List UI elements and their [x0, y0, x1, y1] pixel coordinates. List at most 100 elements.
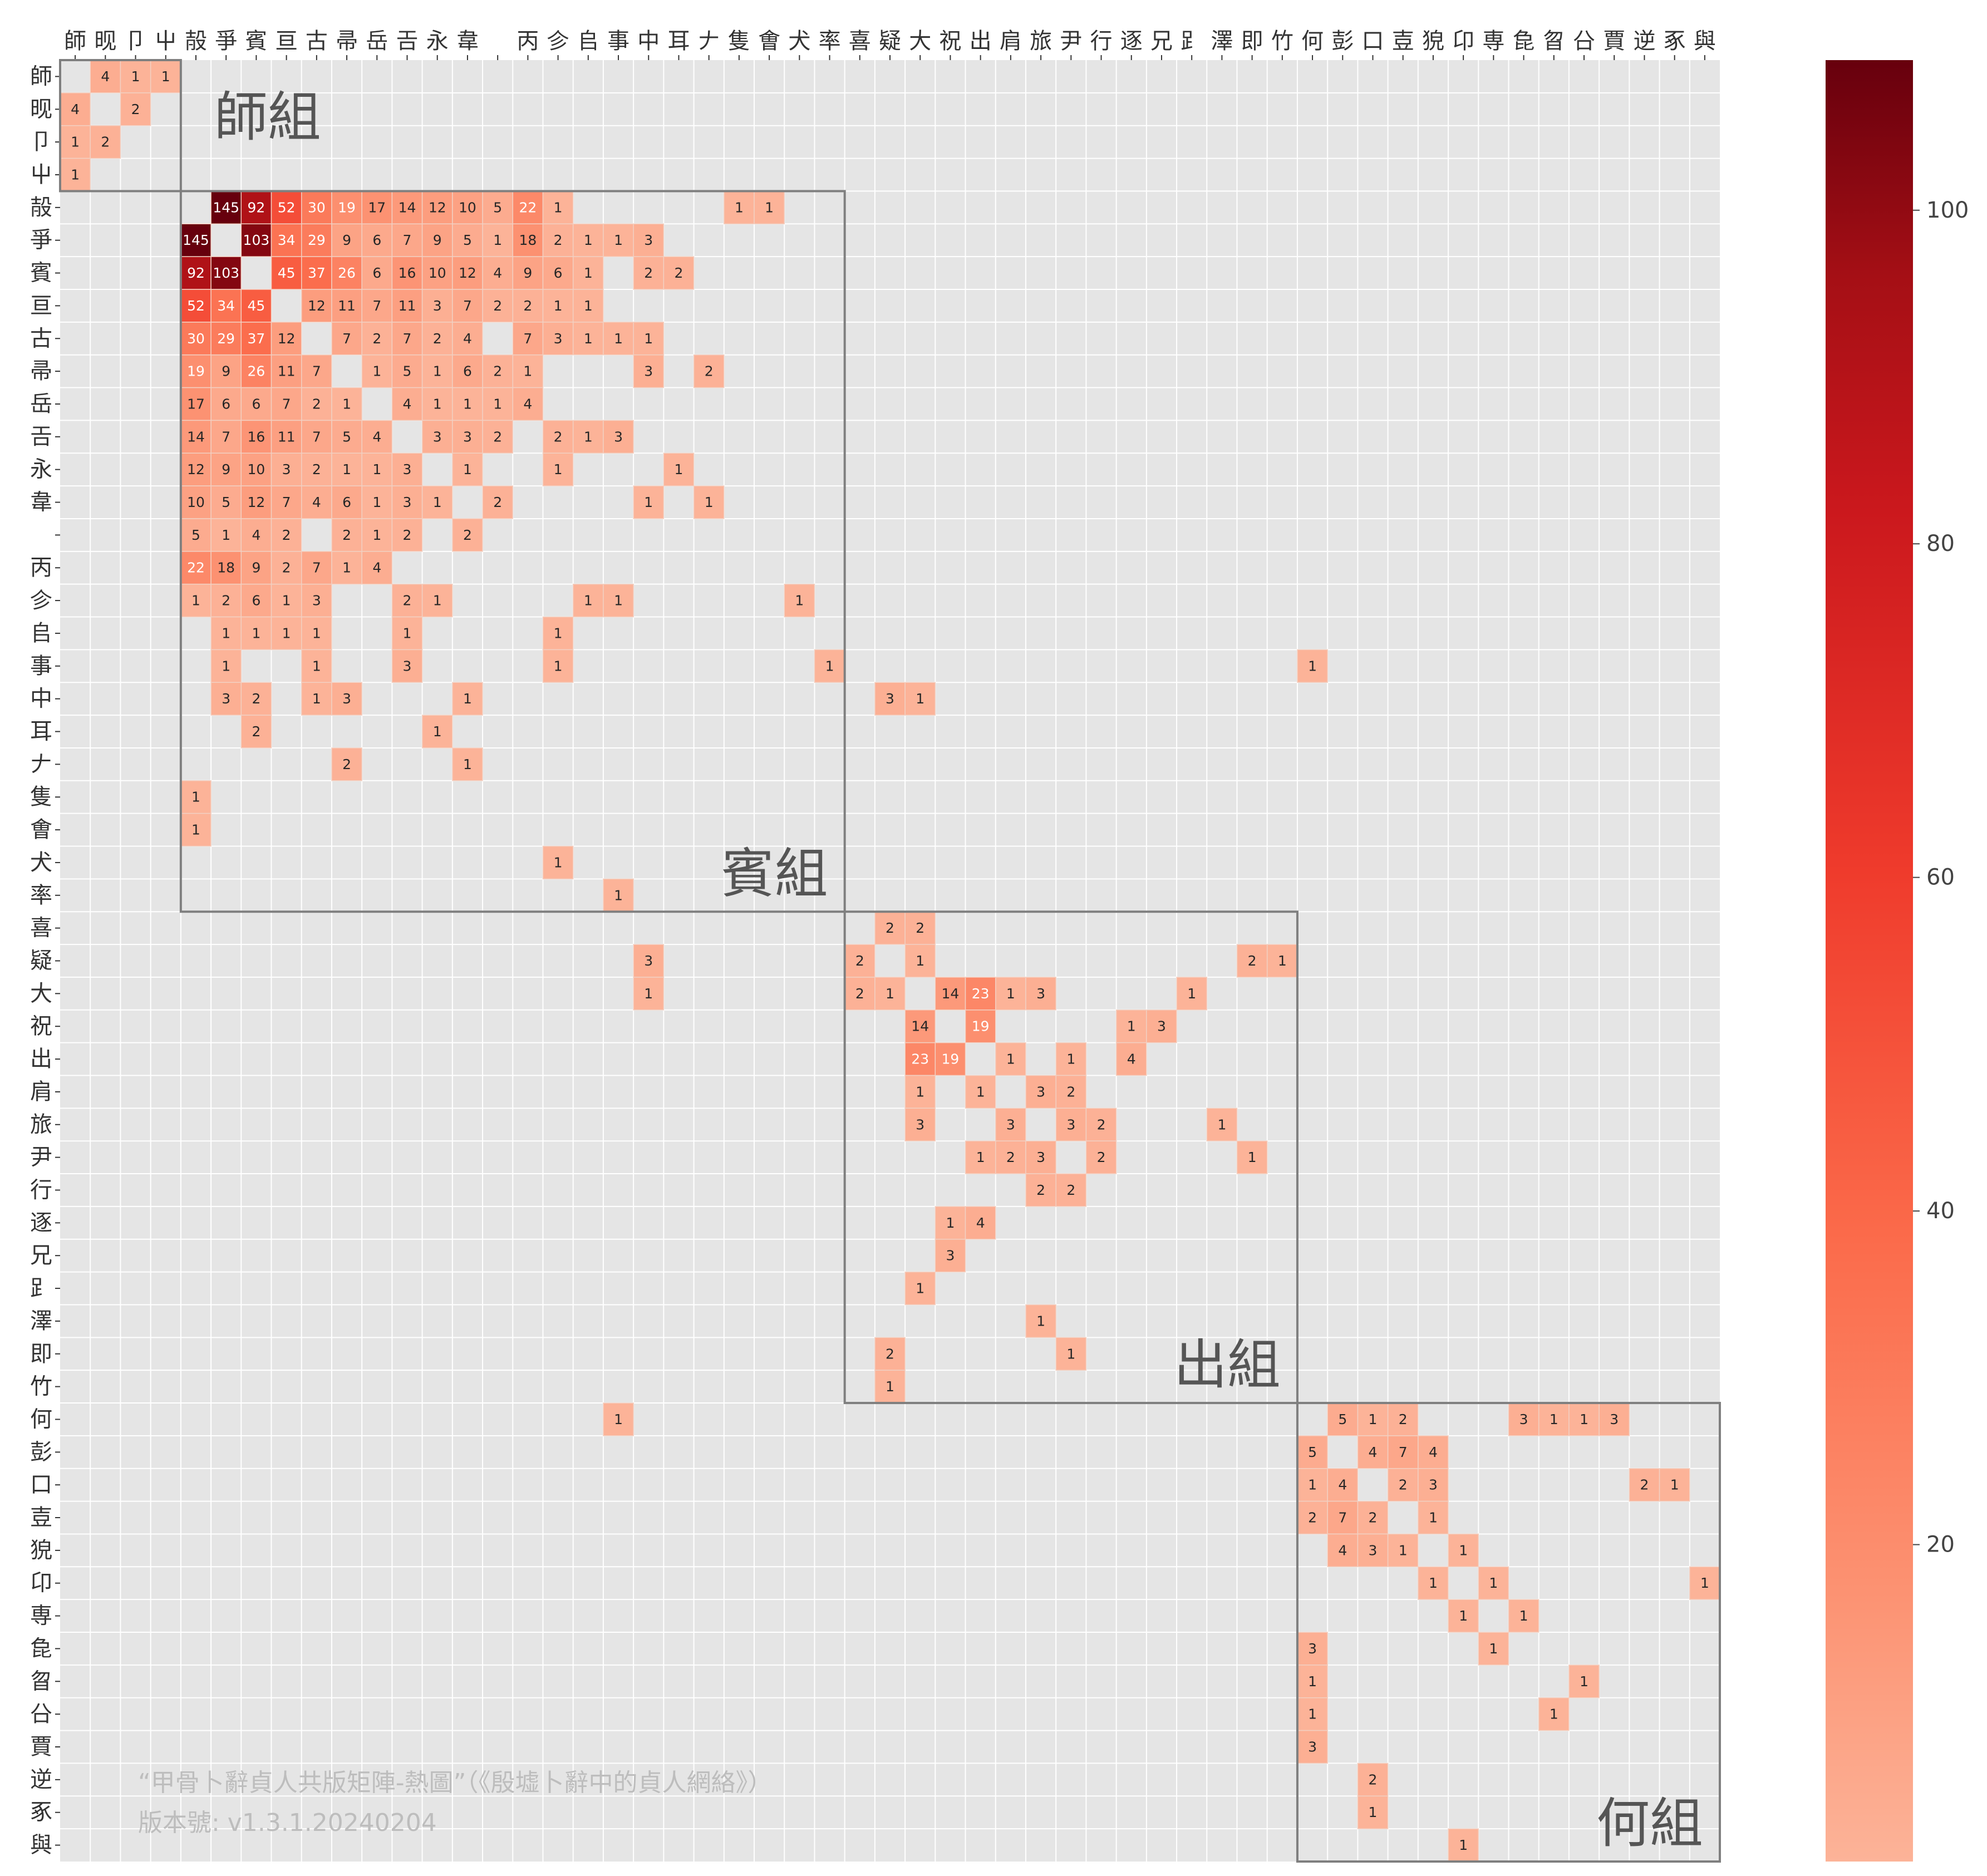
cell-value-label: 26	[248, 363, 265, 380]
group-label: 何組	[1596, 1793, 1703, 1855]
cell-value-label: 1	[1670, 1477, 1679, 1493]
cell-value-label: 37	[308, 265, 326, 281]
cell-value-label: 4	[1127, 1051, 1136, 1067]
cell-value-label: 1	[372, 527, 381, 543]
cell-value-label: 4	[1369, 1444, 1378, 1460]
column-label: 永	[426, 28, 449, 54]
cell-value-label: 6	[463, 363, 472, 380]
cell-value-label: 2	[372, 331, 381, 347]
row-label: 帚	[30, 358, 52, 384]
row-label: 祝	[30, 1013, 52, 1039]
row-label: 賈	[30, 1734, 52, 1760]
row-label: 澤	[30, 1308, 52, 1334]
cell-value-label: 6	[372, 265, 381, 281]
cell-value-label: 5	[342, 429, 351, 445]
cell-value-label: 2	[252, 723, 260, 740]
cell-value-label: 3	[946, 1248, 955, 1264]
cell-value-label: 1	[614, 593, 623, 609]
cell-value-label: 1	[433, 494, 442, 510]
cell-value-label: 10	[187, 494, 205, 510]
column-label: 賈	[1603, 28, 1625, 54]
cell-value-label: 26	[338, 265, 356, 281]
cell-value-label: 3	[614, 429, 623, 445]
cell-value-label: 2	[644, 265, 653, 281]
row-label: 𬀪	[30, 96, 52, 122]
cell-value-label: 1	[1036, 1313, 1045, 1329]
column-label: 尹	[1060, 28, 1082, 54]
cell-value-label: 19	[187, 363, 205, 380]
cell-value-label: 6	[372, 232, 381, 248]
column-label: 彭	[1331, 28, 1354, 54]
cell-value-label: 10	[248, 461, 265, 477]
column-label: 卩	[125, 28, 147, 54]
row-label: 何	[30, 1406, 52, 1432]
cell-value-label: 7	[222, 429, 230, 445]
row-label: 肩	[30, 1079, 52, 1105]
row-label: 彭	[30, 1439, 52, 1465]
row-label: 師	[30, 63, 52, 89]
row-label: 㲋	[30, 1636, 52, 1661]
cell-value-label: 2	[1640, 1477, 1649, 1493]
cell-value-label: 3	[1066, 1116, 1075, 1133]
cell-value-label: 2	[312, 461, 321, 477]
cell-value-label: 12	[459, 265, 476, 281]
column-label: 卬	[1452, 28, 1474, 54]
cell-value-label: 1	[584, 265, 593, 281]
cell-value-label: 16	[248, 429, 265, 445]
cell-value-label: 2	[1369, 1510, 1378, 1526]
cell-value-label: 1	[463, 461, 472, 477]
cell-value-label: 4	[463, 331, 472, 347]
column-label: 亘	[276, 28, 298, 54]
group-label: 出組	[1174, 1334, 1281, 1396]
cell-value-label: 1	[614, 1411, 623, 1427]
group-label: 師組	[214, 86, 321, 148]
cell-value-label: 14	[187, 429, 205, 445]
cell-value-label: 5	[463, 232, 472, 248]
cell-value-label: 1	[222, 658, 230, 674]
cell-value-label: 4	[252, 527, 260, 543]
cell-value-label: 1	[976, 1149, 985, 1165]
cell-value-label: 3	[886, 691, 894, 707]
column-label: 肩	[1000, 28, 1022, 54]
cell-value-label: 2	[403, 527, 412, 543]
cell-value-label: 22	[519, 199, 537, 215]
column-label: 即	[1241, 28, 1263, 54]
cell-value-label: 1	[161, 68, 170, 85]
cell-value-label: 1	[1127, 1018, 1136, 1035]
cell-value-label: 10	[429, 265, 446, 281]
column-label: 㱿	[185, 28, 207, 54]
column-label: 師	[64, 28, 86, 54]
cell-value-label: 1	[584, 429, 593, 445]
cell-value-label: 3	[312, 593, 321, 609]
cell-value-label: 3	[342, 691, 351, 707]
cell-value-label: 3	[644, 953, 653, 969]
cell-value-label: 10	[459, 199, 476, 215]
column-label: 𠂇	[698, 28, 720, 54]
cell-value-label: 2	[493, 298, 502, 314]
cell-value-label: 2	[101, 134, 110, 150]
cell-value-label: 4	[101, 68, 110, 85]
row-label: 㑹	[30, 817, 52, 843]
column-label: 爭	[215, 28, 237, 54]
cell-value-label: 6	[554, 265, 563, 281]
cell-value-label: 7	[342, 331, 351, 347]
cell-value-label: 1	[1308, 1477, 1317, 1493]
cell-value-label: 1	[523, 363, 532, 380]
cell-value-label: 1	[916, 1281, 924, 1297]
column-label: 古	[306, 28, 328, 54]
cell-value-label: 1	[1248, 1149, 1257, 1165]
cell-value-label: 3	[1036, 1149, 1045, 1165]
cell-value-label: 12	[308, 298, 326, 314]
cell-value-label: 2	[222, 593, 230, 609]
row-label: 豖	[30, 1800, 52, 1825]
colorbar: 20406080100	[1826, 60, 1969, 1862]
colorbar-gradient	[1826, 60, 1913, 1862]
column-label: 逆	[1633, 28, 1655, 54]
cell-value-label: 3	[916, 1116, 924, 1133]
row-label: 事	[30, 653, 52, 679]
cell-value-label: 19	[972, 1018, 990, 1035]
cell-value-label: 1	[433, 363, 442, 380]
column-label: 竹	[1271, 28, 1293, 54]
row-label: 𧾷	[30, 1276, 52, 1301]
cell-value-label: 1	[916, 953, 924, 969]
